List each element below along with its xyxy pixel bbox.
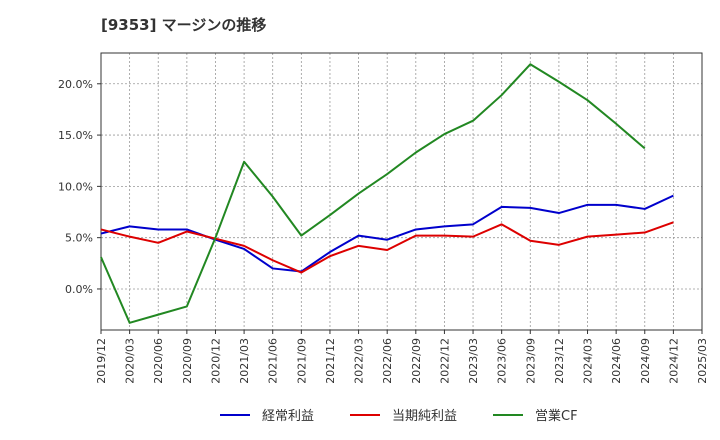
x-tick-label: 2021/06	[267, 338, 280, 384]
x-tick-label: 2022/03	[353, 338, 366, 384]
x-tick-label: 2021/03	[238, 338, 251, 384]
x-tick-label: 2020/03	[124, 338, 137, 384]
x-tick-label: 2024/09	[639, 338, 652, 384]
x-tick-label: 2022/09	[410, 338, 423, 384]
x-tick-label: 2022/12	[438, 338, 451, 384]
x-tick-label: 2022/06	[381, 338, 394, 384]
series-layer	[100, 63, 674, 324]
x-tick-label: 2021/09	[295, 338, 308, 384]
x-tick-label: 2024/03	[582, 338, 595, 384]
plot-frame	[100, 52, 703, 331]
x-tick-label: 2020/09	[181, 338, 194, 384]
plot-area	[101, 53, 702, 330]
y-tick-label: 15.0%	[58, 129, 93, 142]
x-tick-label: 2024/06	[610, 338, 623, 384]
grid-layer	[100, 53, 703, 330]
chart-title: [9353] マージンの推移	[101, 16, 267, 34]
legend-label: 当期純利益	[392, 409, 457, 424]
y-tick-label: 20.0%	[58, 78, 93, 91]
x-tick-label: 2023/06	[496, 338, 509, 384]
legend-label: 経常利益	[262, 409, 314, 424]
legend-label: 営業CF	[535, 408, 578, 424]
x-tick-label: 2023/03	[467, 338, 480, 384]
y-tick-label: 0.0%	[65, 283, 93, 296]
series-line	[100, 221, 674, 274]
x-tick-label: 2023/09	[524, 338, 537, 384]
series-line	[100, 63, 646, 324]
x-tick-label: 2019/12	[95, 338, 108, 384]
x-tick-label: 2021/12	[324, 338, 337, 384]
y-tick-label: 5.0%	[65, 232, 93, 245]
x-tick-label: 2020/06	[152, 338, 165, 384]
legend: 経常利益 当期純利益 営業CF	[220, 408, 578, 424]
y-tick-label: 10.0%	[58, 180, 93, 193]
x-tick-label: 2020/12	[209, 338, 222, 384]
x-tick-label: 2025/03	[696, 338, 709, 384]
axis-layer: 0.0% 5.0% 10.0% 15.0% 20.0% 2019/12 2020/03 202…	[58, 52, 709, 384]
x-tick-label: 2023/12	[553, 338, 566, 384]
x-tick-label: 2024/12	[667, 338, 680, 384]
